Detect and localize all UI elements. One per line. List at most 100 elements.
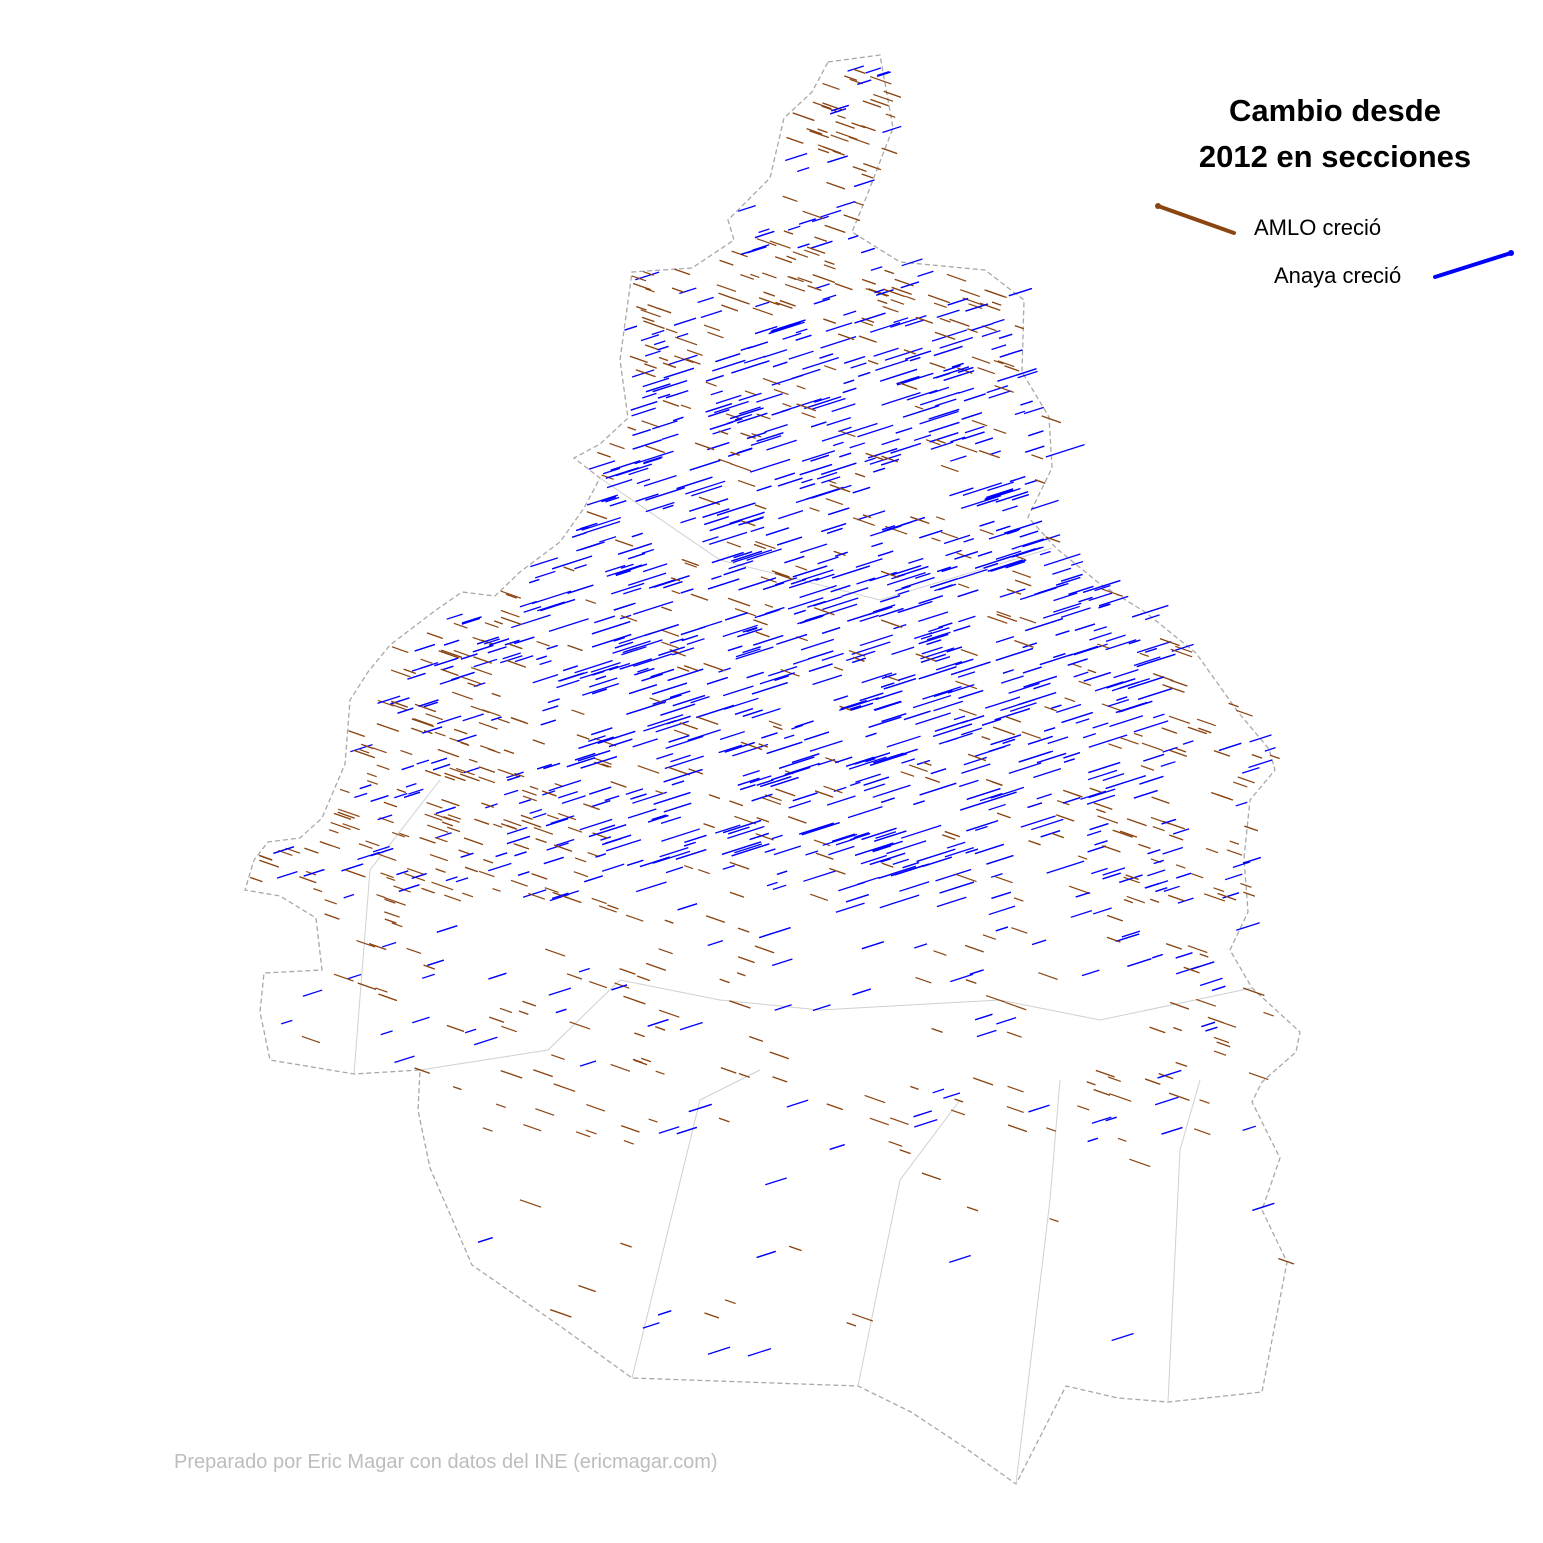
amlo-change-arrow bbox=[763, 291, 776, 297]
anaya-change-arrow bbox=[599, 536, 617, 543]
anaya-change-arrow bbox=[749, 458, 791, 473]
anaya-change-arrow bbox=[1024, 479, 1038, 485]
anaya-change-arrow bbox=[894, 863, 930, 876]
amlo-change-arrow bbox=[619, 968, 636, 975]
amlo-change-arrow bbox=[434, 731, 446, 737]
anaya-change-arrow bbox=[1052, 567, 1072, 575]
amlo-change-arrow bbox=[634, 1059, 648, 1066]
anaya-change-arrow bbox=[1013, 546, 1041, 557]
anaya-change-arrow bbox=[812, 1004, 831, 1012]
amlo-change-arrow bbox=[594, 737, 617, 747]
anaya-change-arrow bbox=[826, 795, 856, 806]
amlo-change-arrow bbox=[755, 833, 774, 841]
anaya-change-arrow bbox=[913, 434, 932, 442]
amlo-change-arrow bbox=[658, 1009, 680, 1018]
amlo-change-arrow bbox=[861, 317, 875, 323]
anaya-change-arrow bbox=[657, 345, 669, 351]
anaya-change-arrow bbox=[532, 812, 547, 819]
anaya-change-arrow bbox=[665, 390, 689, 399]
anaya-change-arrow bbox=[792, 658, 810, 665]
amlo-change-arrow bbox=[881, 619, 903, 628]
anaya-change-arrow bbox=[896, 375, 920, 385]
amlo-change-arrow bbox=[1056, 814, 1075, 822]
anaya-change-arrow bbox=[464, 1028, 477, 1034]
anaya-change-arrow bbox=[945, 549, 962, 557]
amlo-change-arrow bbox=[825, 497, 844, 506]
anaya-change-arrow bbox=[645, 383, 671, 393]
amlo-change-arrow bbox=[567, 826, 583, 833]
anaya-change-arrow bbox=[639, 856, 670, 868]
amlo-change-arrow bbox=[753, 619, 768, 626]
amlo-change-arrow bbox=[707, 331, 724, 339]
anaya-change-arrow bbox=[833, 695, 849, 702]
amlo-change-arrow bbox=[737, 956, 755, 964]
amlo-change-arrow bbox=[648, 1118, 658, 1123]
anaya-change-arrow bbox=[707, 578, 740, 590]
anaya-change-arrow bbox=[799, 483, 816, 490]
amlo-change-arrow bbox=[940, 464, 959, 473]
anaya-change-arrow bbox=[891, 565, 922, 576]
amlo-change-arrow bbox=[478, 722, 498, 730]
anaya-change-arrow bbox=[709, 519, 742, 532]
anaya-change-arrow bbox=[548, 779, 582, 792]
amlo-change-arrow bbox=[478, 766, 495, 773]
anaya-change-arrow bbox=[774, 577, 798, 586]
amlo-change-arrow bbox=[470, 705, 490, 714]
amlo-change-arrow bbox=[399, 832, 410, 838]
amlo-change-arrow bbox=[610, 781, 627, 788]
anaya-change-arrow bbox=[886, 572, 926, 586]
anaya-change-arrow bbox=[960, 727, 983, 736]
amlo-change-arrow bbox=[458, 849, 472, 856]
anaya-change-arrow bbox=[1056, 576, 1081, 586]
anaya-change-arrow bbox=[539, 660, 552, 666]
anaya-change-arrow bbox=[714, 400, 749, 414]
amlo-change-arrow bbox=[533, 1069, 553, 1078]
anaya-change-arrow bbox=[947, 683, 975, 694]
anaya-change-arrow bbox=[1070, 909, 1093, 918]
anaya-change-arrow bbox=[812, 674, 843, 686]
anaya-change-arrow bbox=[936, 309, 960, 319]
anaya-change-arrow bbox=[684, 834, 707, 844]
amlo-change-arrow bbox=[446, 1024, 465, 1033]
anaya-change-arrow bbox=[1143, 753, 1165, 762]
anaya-change-arrow bbox=[928, 626, 944, 633]
anaya-change-arrow bbox=[865, 67, 882, 74]
anaya-change-arrow bbox=[826, 416, 851, 426]
anaya-change-arrow bbox=[974, 843, 1005, 855]
anaya-change-arrow bbox=[437, 715, 462, 725]
anaya-change-arrow bbox=[797, 167, 810, 173]
anaya-change-arrow bbox=[412, 1016, 430, 1024]
anaya-change-arrow bbox=[899, 881, 930, 892]
anaya-change-arrow bbox=[822, 833, 858, 846]
anaya-change-arrow bbox=[771, 958, 793, 967]
anaya-change-arrow bbox=[1006, 529, 1019, 535]
anaya-change-arrow bbox=[702, 536, 719, 543]
anaya-change-arrow bbox=[971, 322, 994, 332]
amlo-change-arrow bbox=[358, 843, 373, 850]
anaya-change-arrow bbox=[992, 318, 1005, 324]
anaya-change-arrow bbox=[896, 372, 934, 386]
anaya-change-arrow bbox=[831, 833, 856, 842]
amlo-change-arrow bbox=[366, 779, 379, 785]
amlo-change-arrow bbox=[815, 852, 834, 860]
anaya-change-arrow bbox=[771, 408, 791, 416]
anaya-change-arrow bbox=[1002, 738, 1016, 744]
anaya-change-arrow bbox=[873, 467, 886, 473]
amlo-change-arrow bbox=[359, 749, 370, 754]
anaya-change-arrow bbox=[734, 413, 753, 421]
anaya-change-arrow bbox=[1127, 958, 1152, 967]
anaya-change-arrow bbox=[718, 744, 743, 754]
anaya-change-arrow bbox=[765, 1177, 787, 1186]
anaya-change-arrow bbox=[665, 735, 704, 750]
anaya-change-arrow bbox=[605, 839, 642, 852]
amlo-change-arrow bbox=[658, 948, 673, 955]
anaya-change-arrow bbox=[1018, 751, 1051, 763]
anaya-change-arrow bbox=[1162, 846, 1184, 855]
anaya-change-arrow bbox=[1056, 703, 1082, 714]
amlo-change-arrow bbox=[1038, 972, 1058, 980]
anaya-change-arrow bbox=[273, 846, 295, 854]
anaya-change-arrow bbox=[1044, 727, 1056, 732]
amlo-change-arrow bbox=[426, 802, 443, 809]
amlo-change-arrow bbox=[640, 1057, 652, 1063]
amlo-change-arrow bbox=[853, 68, 866, 74]
